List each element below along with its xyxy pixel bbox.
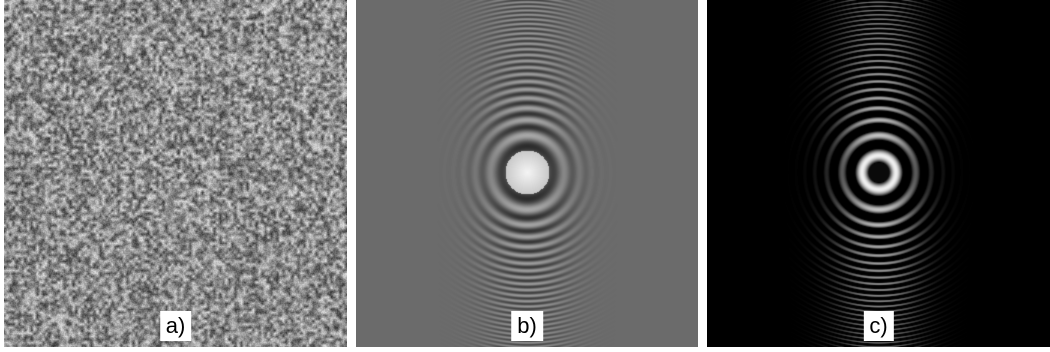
fringe-black-canvas	[707, 0, 1050, 347]
panel-c-label: c)	[863, 311, 894, 341]
panel-b-label: b)	[511, 311, 543, 341]
panel-a-speckle-image: a)	[4, 0, 347, 347]
panel-c-fringe-image: c)	[707, 0, 1050, 347]
panel-b-fringe-image: b)	[356, 0, 698, 347]
fringe-gray-canvas	[356, 0, 698, 347]
speckle-texture-canvas	[4, 0, 347, 347]
panel-a-label: a)	[159, 311, 192, 341]
